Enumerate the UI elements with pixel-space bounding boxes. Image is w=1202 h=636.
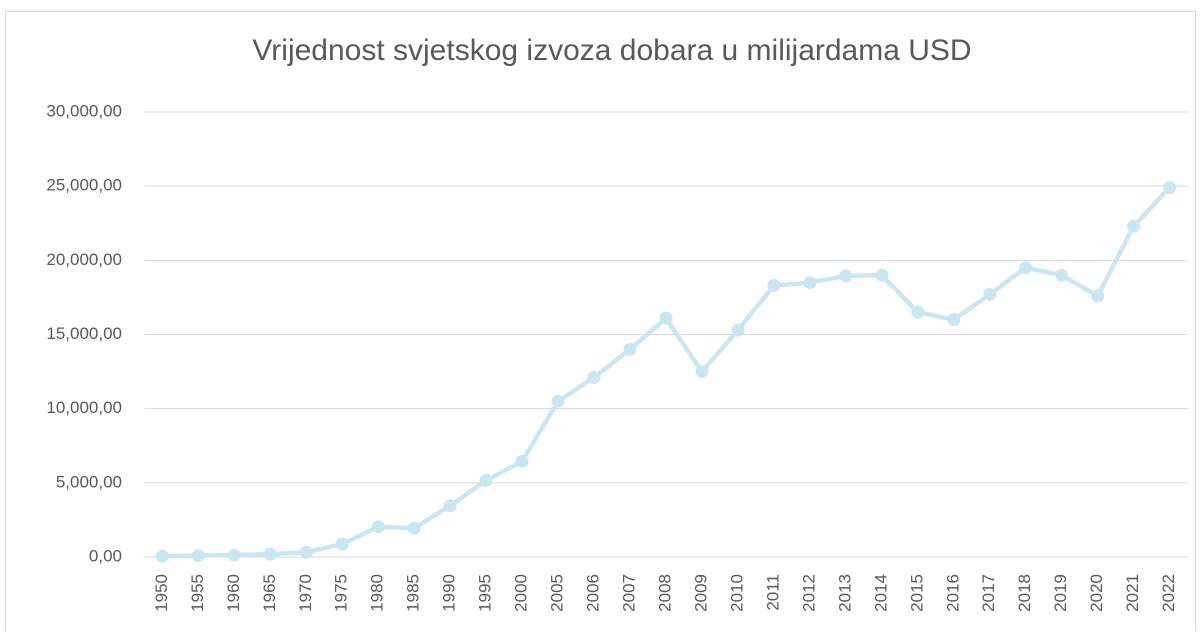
point [1127,219,1141,233]
point [479,473,493,487]
chart-frame [5,11,1196,636]
point [839,269,853,283]
point [155,549,169,563]
x-tick-label: 1960 [224,574,243,612]
x-tick-label: 1985 [404,574,423,612]
point [587,371,601,385]
point [299,545,313,559]
y-tick-label: 10,000,00 [46,398,122,417]
point [1019,261,1033,275]
x-tick-label: 2005 [548,574,567,612]
x-tick-label: 2018 [1015,574,1034,612]
x-tick-label: 2008 [655,574,674,612]
point [335,537,349,551]
point [371,520,385,534]
point [1091,289,1105,303]
point [1163,181,1177,195]
x-tick-label: 1970 [296,574,315,612]
x-tick-label: 2017 [979,574,998,612]
x-tick-label: 2000 [512,574,531,612]
point [983,287,997,301]
point [263,547,277,561]
x-tick-label: 2016 [943,574,962,612]
point [551,394,565,408]
x-tick-label: 2019 [1051,574,1070,612]
x-tick-label: 1995 [476,574,495,612]
x-tick-label: 2015 [907,574,926,612]
point [911,305,925,319]
y-tick-label: 30,000,00 [46,101,122,120]
point [443,499,457,513]
x-tick-label: 1965 [260,574,279,612]
x-tick-label: 1980 [368,574,387,612]
point [767,279,781,293]
x-tick-label: 2014 [871,574,890,612]
x-tick-label: 1955 [188,574,207,612]
x-tick-label: 1990 [440,574,459,612]
x-tick-label: 1975 [332,574,351,612]
x-tick-label: 2012 [799,574,818,612]
y-tick-label: 15,000,00 [46,324,122,343]
point [947,313,961,327]
x-tick-label: 2013 [835,574,854,612]
point [695,365,709,379]
x-tick-label: 2009 [691,574,710,612]
x-tick-label: 2007 [620,574,639,612]
y-tick-label: 0,00 [89,546,122,565]
point [515,454,529,468]
x-tick-label: 2010 [727,574,746,612]
point [623,342,637,356]
x-tick-label: 2020 [1087,574,1106,612]
y-tick-label: 20,000,00 [46,250,122,269]
x-tick-label: 2021 [1123,574,1142,612]
y-tick-label: 5,000,00 [56,472,122,491]
point [875,268,889,282]
point [1055,268,1069,282]
point [731,323,745,337]
x-tick-label: 2011 [763,574,782,611]
x-tick-label: 1950 [152,574,171,612]
point [227,548,241,562]
point [407,521,421,535]
y-tick-label: 25,000,00 [46,176,122,195]
x-tick-label: 2022 [1159,574,1178,612]
x-tick-label: 2006 [584,574,603,612]
chart-title: Vrijednost svjetskog izvoza dobara u mil… [252,34,971,67]
point [803,276,817,290]
point [659,311,673,325]
point [191,549,205,563]
